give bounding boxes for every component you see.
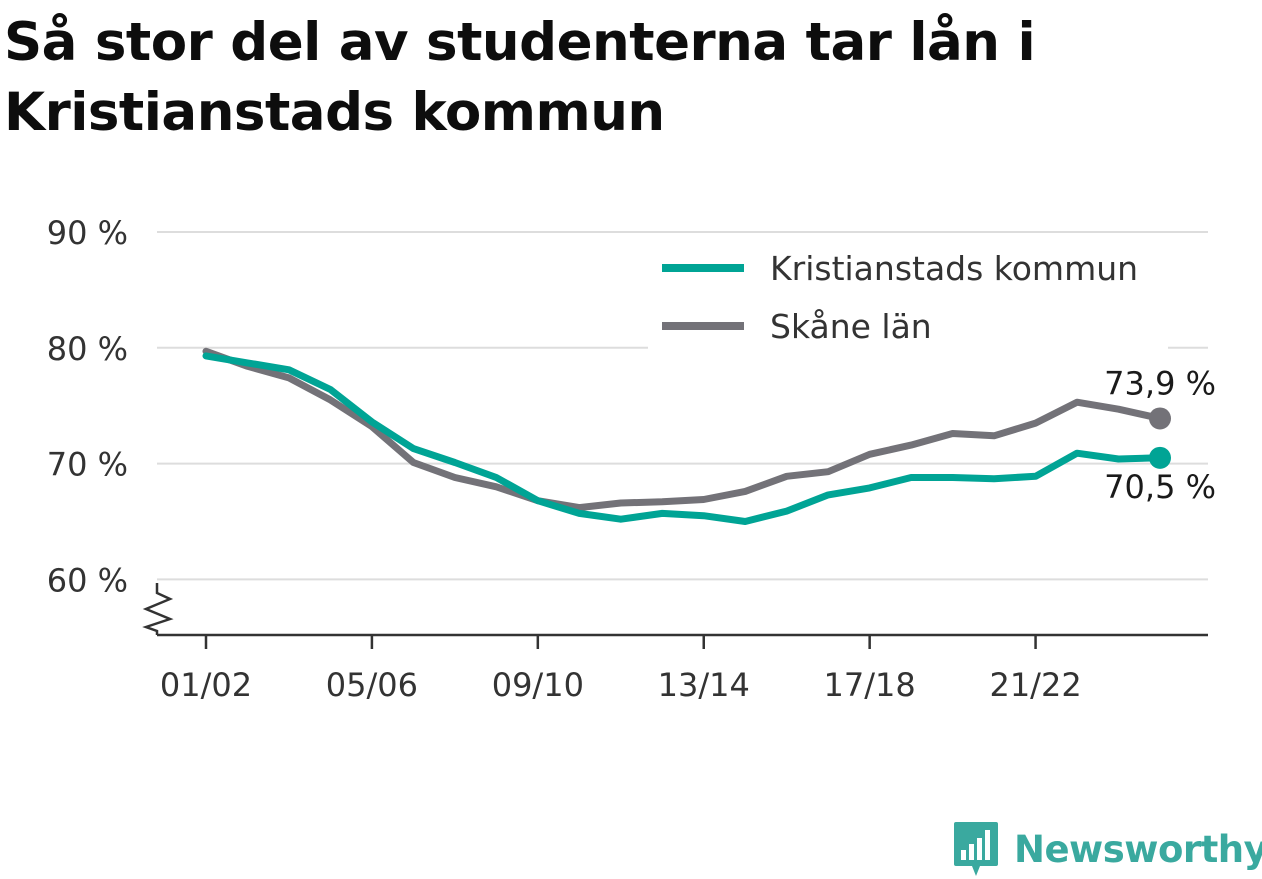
x-tick-label: 13/14 [658,666,750,704]
series-end-point [1149,446,1171,469]
y-tick-label: 70 % [47,446,128,484]
series-lines [202,347,1171,525]
end-value-label: 70,5 % [1104,468,1216,506]
y-axis-break-mark [142,583,174,635]
series-line [202,347,1164,512]
newsworthy-logo: Newsworthy [952,820,1262,878]
brand-name: Newsworthy [1014,827,1262,871]
legend: Kristianstads kommun Skåne län [648,240,1168,352]
chart-title: Så stor del av studenterna tar lån i Kri… [4,12,1036,143]
x-tick-label: 09/10 [492,666,584,704]
x-tick-label: 17/18 [824,666,916,704]
end-value-label: 73,9 % [1104,364,1216,402]
series-line [202,352,1164,525]
x-tick-label: 05/06 [326,666,418,704]
legend-label: Skåne län [770,307,932,346]
y-tick-label: 60 % [47,561,128,599]
series-end-point [1149,407,1171,430]
legend-label: Kristianstads kommun [770,249,1138,288]
axis-break-zigzag [142,583,174,635]
x-tick-label: 21/22 [989,666,1081,704]
x-axis: 01/02 05/06 09/10 13/14 17/18 21/22 [157,633,1208,704]
end-value-labels: 73,9 % 70,5 % [1104,364,1216,505]
y-tick-label: 90 % [47,214,128,252]
y-tick-label: 80 % [47,330,128,368]
x-tick-label: 01/02 [160,666,252,704]
legend-background [648,240,1168,352]
y-axis-tick-labels: 60 % 70 % 80 % 90 % [47,214,128,599]
newsworthy-logo-icon [954,822,998,876]
